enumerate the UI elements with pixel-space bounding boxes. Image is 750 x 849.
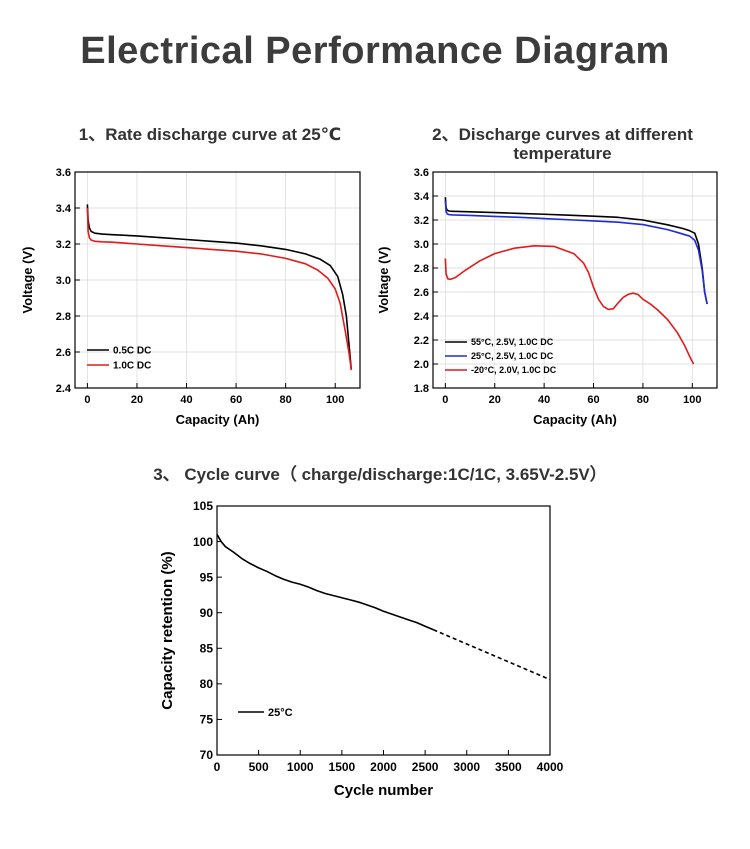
series-line-1 bbox=[86, 207, 353, 371]
y-tick-label: 100 bbox=[193, 535, 213, 549]
y-tick-label: 2.0 bbox=[414, 359, 429, 371]
y-tick-label: 105 bbox=[193, 499, 213, 513]
y-tick-label: 70 bbox=[200, 748, 214, 762]
plot-frame bbox=[74, 171, 361, 389]
y-tick-label: 2.8 bbox=[56, 311, 71, 323]
y-tick-label: 3.4 bbox=[56, 203, 72, 215]
y-tick-label: 2.8 bbox=[414, 263, 429, 275]
series-line-2 bbox=[444, 245, 695, 365]
y-tick-label: 3.2 bbox=[56, 239, 71, 251]
x-tick-label: 0 bbox=[214, 760, 221, 774]
y-tick-label: 3.2 bbox=[414, 215, 429, 227]
x-tick-label: 2500 bbox=[412, 760, 439, 774]
y-tick-label: 2.4 bbox=[56, 383, 72, 395]
y-tick-label: 2.6 bbox=[414, 287, 429, 299]
legend-label-2: -20°C, 2.0V, 1.0C DC bbox=[471, 365, 557, 375]
x-tick-label: 100 bbox=[683, 394, 701, 406]
y-tick-label: 3.6 bbox=[56, 167, 71, 179]
y-tick-label: 2.6 bbox=[56, 347, 71, 359]
x-tick-label: 1500 bbox=[329, 760, 356, 774]
x-tick-label: 4000 bbox=[537, 760, 564, 774]
x-axis-label: Capacity (Ah) bbox=[533, 412, 617, 427]
page-title: Electrical Performance Diagram bbox=[80, 30, 670, 72]
x-tick-label: 20 bbox=[131, 394, 143, 406]
series-line-0 bbox=[444, 197, 708, 305]
y-tick-label: 85 bbox=[200, 641, 214, 655]
legend-label-0: 55°C, 2.5V, 1.0C DC bbox=[471, 337, 554, 347]
legend-label-1: 25°C, 2.5V, 1.0C DC bbox=[471, 351, 554, 361]
x-tick-label: 3000 bbox=[453, 760, 480, 774]
series-line-1 bbox=[433, 629, 551, 681]
x-tick-label: 40 bbox=[180, 394, 192, 406]
series-line-0 bbox=[216, 534, 434, 631]
y-tick-label: 1.8 bbox=[414, 383, 429, 395]
series-line-1 bbox=[444, 200, 708, 305]
y-tick-label: 75 bbox=[200, 713, 214, 727]
y-tick-label: 3.4 bbox=[414, 191, 430, 203]
legend-label-0: 25°C bbox=[268, 707, 293, 719]
y-tick-label: 2.4 bbox=[414, 311, 430, 323]
y-tick-label: 3.6 bbox=[414, 167, 429, 179]
y-tick-label: 3.0 bbox=[414, 239, 429, 251]
y-tick-label: 2.2 bbox=[414, 335, 429, 347]
x-axis-label: Cycle number bbox=[334, 782, 433, 799]
x-tick-label: 500 bbox=[249, 760, 269, 774]
legend-label-0: 0.5C DC bbox=[113, 346, 151, 357]
x-tick-label: 100 bbox=[326, 394, 344, 406]
legend-label-1: 1.0C DC bbox=[113, 361, 151, 372]
x-tick-label: 40 bbox=[538, 394, 550, 406]
x-tick-label: 2000 bbox=[370, 760, 397, 774]
x-tick-label: 3500 bbox=[495, 760, 522, 774]
x-tick-label: 20 bbox=[489, 394, 501, 406]
x-tick-label: 1000 bbox=[287, 760, 314, 774]
y-axis-label: Capacity retention (%) bbox=[159, 551, 176, 709]
y-tick-label: 90 bbox=[200, 606, 214, 620]
x-tick-label: 60 bbox=[587, 394, 599, 406]
x-axis-label: Capacity (Ah) bbox=[176, 412, 260, 427]
plot-frame bbox=[432, 171, 718, 389]
chart-title-cycle-curve: 3、 Cycle curve（ charge/discharge:1C/1C, … bbox=[153, 465, 607, 484]
y-axis-label: Voltage (V) bbox=[376, 247, 391, 314]
x-tick-label: 80 bbox=[280, 394, 292, 406]
y-tick-label: 80 bbox=[200, 677, 214, 691]
chart-title-temperature-discharge: 2、Discharge curves at different temperat… bbox=[432, 125, 693, 163]
chart-title-rate-discharge: 1、Rate discharge curve at 25℃ bbox=[78, 125, 342, 144]
x-tick-label: 60 bbox=[230, 394, 242, 406]
y-axis-label: Voltage (V) bbox=[20, 247, 35, 314]
x-tick-label: 0 bbox=[442, 394, 448, 406]
y-tick-label: 95 bbox=[200, 570, 214, 584]
x-tick-label: 0 bbox=[84, 394, 90, 406]
series-line-0 bbox=[86, 204, 353, 371]
x-tick-label: 80 bbox=[637, 394, 649, 406]
y-tick-label: 3.0 bbox=[56, 275, 71, 287]
plot-frame bbox=[216, 505, 551, 756]
